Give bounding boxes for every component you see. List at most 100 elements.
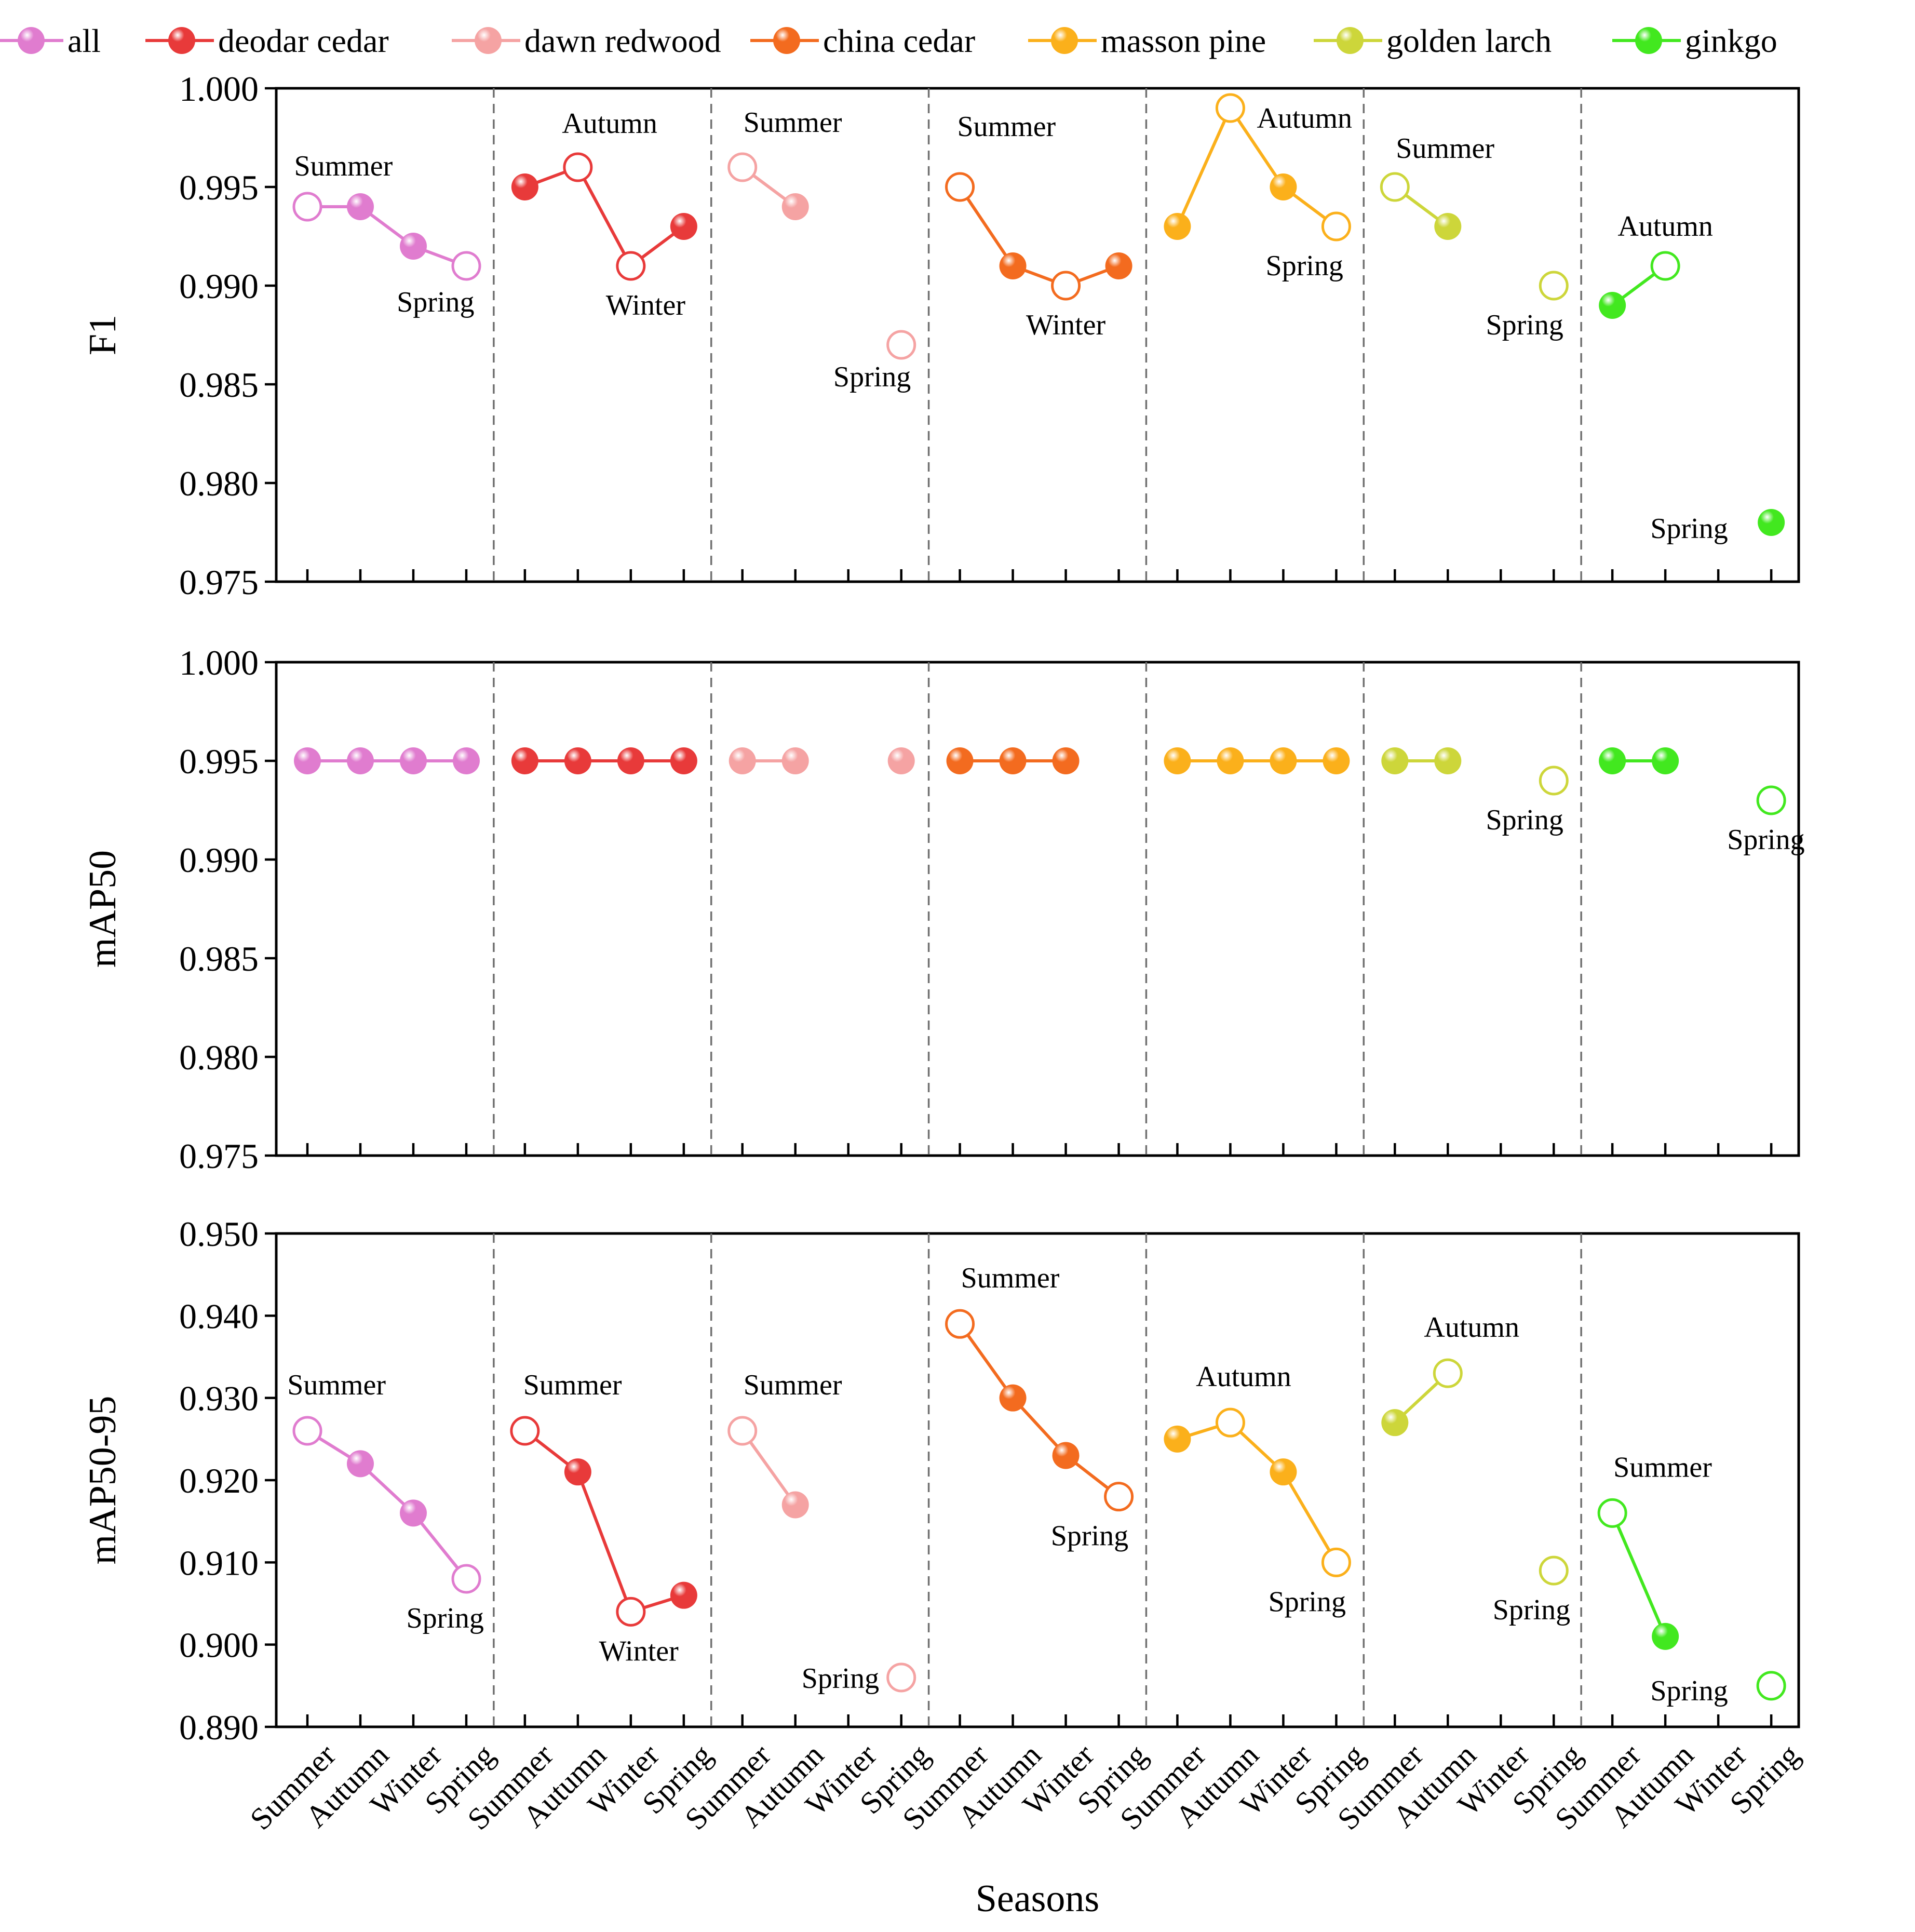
data-point-all-summer bbox=[292, 1416, 322, 1446]
series-f1-dawn-redwood bbox=[727, 152, 916, 360]
x-tick-labels: SummerAutumnWinterSpringSummerAutumnWint… bbox=[244, 1738, 1806, 1836]
y-tick-label-map50-95: 0.940 bbox=[179, 1296, 259, 1336]
data-point-ginkgo-spring bbox=[1756, 785, 1786, 815]
data-point-golden-larch-autumn bbox=[1434, 747, 1462, 774]
series-map50-golden-larch bbox=[1381, 747, 1569, 796]
legend-marker-masson-pine bbox=[1051, 27, 1078, 54]
panel-frame-map50 bbox=[275, 661, 1800, 1157]
data-point-golden-larch-autumn bbox=[1433, 1358, 1463, 1388]
data-point-deodar-cedar-spring bbox=[670, 747, 697, 774]
data-point-masson-pine-winter bbox=[1270, 747, 1297, 774]
panel-map50-95: 0.890 0.900 0.910 0.920 0.930 0.940 0.950 mAP50… bbox=[82, 1214, 1786, 1747]
data-point-masson-pine-spring bbox=[1323, 747, 1350, 774]
data-point-masson-pine-summer bbox=[1164, 747, 1191, 774]
series-line-dawn-redwood bbox=[741, 1430, 797, 1506]
y-tick-label-map50-95: 0.930 bbox=[179, 1379, 259, 1418]
data-point-all-autumn bbox=[347, 1450, 374, 1478]
y-tick-label-map50: 0.995 bbox=[179, 742, 259, 781]
data-point-masson-pine-spring bbox=[1321, 211, 1351, 242]
legend-marker-dawn-redwood bbox=[475, 27, 502, 54]
annotation-f1: Autumn bbox=[1257, 102, 1352, 135]
y-axis-title-map50-95: mAP50-95 bbox=[82, 1396, 124, 1565]
annotation-f1: Spring bbox=[1650, 513, 1728, 545]
data-point-masson-pine-autumn bbox=[1215, 93, 1245, 123]
series-map50-ginkgo bbox=[1599, 747, 1786, 815]
series-map50-95-dawn-redwood bbox=[727, 1416, 916, 1693]
data-point-dawn-redwood-summer bbox=[727, 1416, 758, 1446]
data-point-masson-pine-spring bbox=[1321, 1547, 1351, 1577]
legend-label-deodar-cedar: deodar cedar bbox=[218, 22, 389, 59]
data-point-deodar-cedar-spring bbox=[670, 213, 697, 240]
series-f1-deodar-cedar bbox=[511, 152, 697, 281]
data-point-china-cedar-winter bbox=[1051, 271, 1081, 301]
data-point-all-autumn bbox=[347, 747, 374, 774]
legend-marker-all bbox=[18, 27, 45, 54]
series-f1-golden-larch bbox=[1380, 172, 1569, 301]
y-tick-label-map50: 0.975 bbox=[179, 1136, 259, 1176]
annotation-map50-95: Spring bbox=[407, 1602, 484, 1634]
data-point-masson-pine-winter bbox=[1270, 1458, 1297, 1486]
series-map50-95-ginkgo bbox=[1597, 1498, 1786, 1701]
data-point-ginkgo-summer bbox=[1597, 1498, 1627, 1528]
legend-marker-china-cedar bbox=[773, 27, 800, 54]
series-map50-masson-pine bbox=[1164, 747, 1350, 774]
y-tick-label-f1: 0.990 bbox=[179, 266, 259, 306]
legend-label-golden-larch: golden larch bbox=[1386, 22, 1552, 59]
series-line-china-cedar bbox=[959, 1323, 1015, 1399]
data-point-china-cedar-summer bbox=[945, 172, 975, 202]
y-tick-label-map50: 0.985 bbox=[179, 939, 259, 978]
legend-label-all: all bbox=[68, 22, 101, 59]
data-point-china-cedar-spring bbox=[1105, 252, 1132, 279]
annotation-map50-95: Summer bbox=[523, 1369, 622, 1401]
annotation-map50: Spring bbox=[1486, 804, 1563, 836]
legend-label-ginkgo: ginkgo bbox=[1685, 22, 1777, 59]
y-tick-label-map50: 0.980 bbox=[179, 1038, 259, 1077]
data-point-ginkgo-autumn bbox=[1652, 1622, 1679, 1650]
annotation-map50: Spring bbox=[1727, 824, 1804, 856]
data-point-golden-larch-spring bbox=[1539, 1555, 1569, 1586]
legend-marker-deodar-cedar bbox=[168, 27, 195, 54]
series-line-masson-pine bbox=[1229, 107, 1285, 188]
data-point-all-winter bbox=[400, 1499, 427, 1527]
series-map50-dawn-redwood bbox=[729, 747, 915, 774]
annotation-map50-95: Summer bbox=[287, 1369, 386, 1401]
data-point-ginkgo-autumn bbox=[1652, 747, 1679, 774]
panel-map50: 0.975 0.980 0.985 0.990 0.995 1.000 mAP50 Sprin… bbox=[82, 643, 1805, 1176]
y-tick-label-map50-95: 0.890 bbox=[179, 1708, 259, 1747]
y-tick-label-map50-95: 0.950 bbox=[179, 1214, 259, 1254]
annotation-f1: Summer bbox=[744, 106, 842, 139]
data-point-china-cedar-summer bbox=[945, 1309, 975, 1339]
data-point-dawn-redwood-autumn bbox=[781, 1491, 809, 1519]
series-line-deodar-cedar bbox=[576, 1471, 632, 1613]
annotation-map50-95: Spring bbox=[802, 1662, 879, 1695]
data-point-china-cedar-winter bbox=[1052, 1442, 1080, 1469]
panel-f1: 0.975 0.980 0.985 0.990 0.995 1.000 F1 Summer Sp… bbox=[82, 69, 1785, 602]
annotation-map50-95: Spring bbox=[1051, 1520, 1128, 1552]
annotation-map50-95: Spring bbox=[1269, 1586, 1346, 1618]
data-point-deodar-cedar-summer bbox=[511, 173, 538, 200]
legend: all deodar cedar dawn redwood china cedar ma… bbox=[0, 22, 1777, 59]
y-tick-label-map50-95: 0.910 bbox=[179, 1543, 259, 1582]
annotation-map50-95: Autumn bbox=[1424, 1311, 1519, 1344]
data-point-ginkgo-spring bbox=[1756, 1671, 1786, 1701]
data-point-golden-larch-summer bbox=[1380, 172, 1410, 202]
data-point-ginkgo-summer bbox=[1599, 747, 1626, 774]
data-point-all-autumn bbox=[347, 193, 374, 220]
data-point-golden-larch-spring bbox=[1539, 271, 1569, 301]
series-line-ginkgo bbox=[1611, 1512, 1667, 1638]
data-point-deodar-cedar-autumn bbox=[564, 747, 591, 774]
data-point-all-summer bbox=[292, 192, 322, 222]
annotation-f1: Autumn bbox=[562, 108, 657, 140]
annotation-f1: Spring bbox=[1486, 309, 1563, 341]
annotation-f1: Autumn bbox=[1617, 210, 1713, 243]
data-point-china-cedar-winter bbox=[1052, 747, 1080, 774]
data-point-masson-pine-winter bbox=[1270, 173, 1297, 200]
annotation-f1: Spring bbox=[397, 286, 474, 318]
legend-label-china-cedar: china cedar bbox=[823, 22, 975, 59]
legend-label-masson-pine: masson pine bbox=[1101, 22, 1266, 59]
data-point-deodar-cedar-summer bbox=[510, 1416, 540, 1446]
data-point-deodar-cedar-summer bbox=[511, 747, 538, 774]
annotation-f1: Winter bbox=[1026, 309, 1106, 341]
data-point-deodar-cedar-autumn bbox=[563, 152, 593, 182]
